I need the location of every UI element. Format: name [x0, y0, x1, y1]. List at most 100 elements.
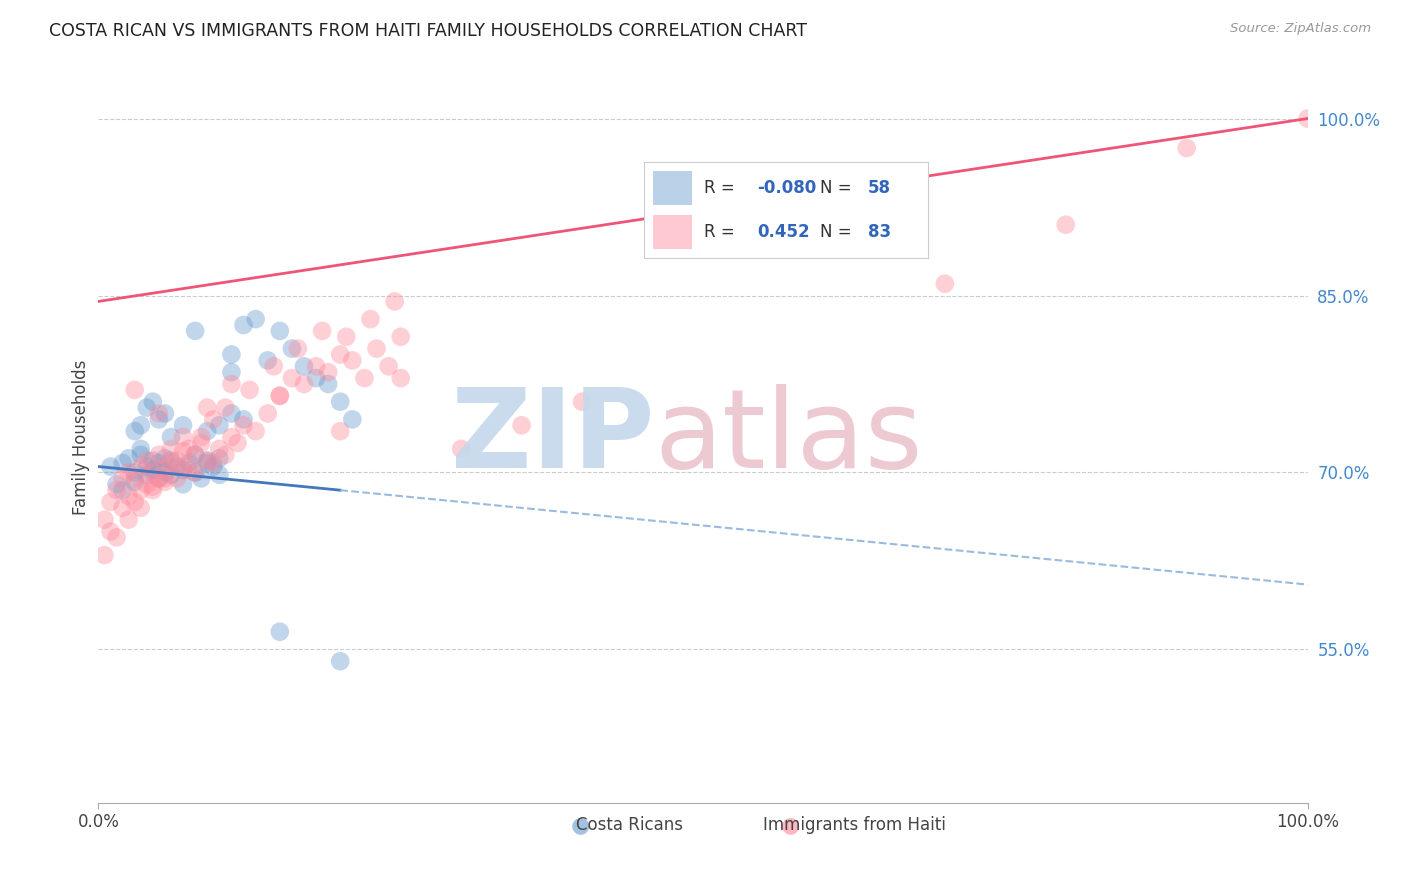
Point [245, 424, 267, 438]
Point [148, 412, 170, 426]
Point [111, 471, 134, 485]
Text: -0.080: -0.080 [758, 179, 817, 197]
Point [389, 330, 412, 344]
Point [172, 444, 194, 458]
Point [153, 471, 176, 485]
Point [160, 430, 183, 444]
Point [450, 442, 472, 456]
Point [135, 401, 157, 415]
Point [124, 466, 146, 480]
Point [256, 353, 278, 368]
Point [208, 418, 231, 433]
Text: Source: ZipAtlas.com: Source: ZipAtlas.com [1230, 22, 1371, 36]
Point [148, 407, 170, 421]
Text: Costa Ricans: Costa Ricans [575, 816, 683, 834]
Point [129, 442, 152, 456]
Point [195, 453, 218, 467]
Point [232, 318, 254, 332]
Text: 0.452: 0.452 [758, 223, 810, 241]
Point [329, 394, 352, 409]
Point [256, 407, 278, 421]
Point [179, 442, 201, 456]
Point [135, 467, 157, 482]
Point [287, 342, 309, 356]
Point [305, 359, 328, 374]
Point [360, 312, 382, 326]
Point [153, 451, 176, 466]
Point [105, 530, 128, 544]
Point [179, 463, 201, 477]
Text: 58: 58 [868, 179, 891, 197]
Point [1296, 112, 1319, 126]
Point [269, 324, 291, 338]
Text: ●: ● [571, 815, 589, 835]
Point [221, 430, 243, 444]
Point [311, 324, 333, 338]
Point [93, 548, 115, 562]
Point [153, 459, 176, 474]
Point [166, 471, 188, 485]
Point [934, 277, 956, 291]
Point [160, 467, 183, 482]
Point [292, 359, 315, 374]
Point [281, 371, 304, 385]
Point [160, 456, 183, 470]
Point [190, 430, 212, 444]
Point [281, 342, 304, 356]
Point [142, 453, 165, 467]
Text: atlas: atlas [655, 384, 924, 491]
Point [184, 448, 207, 462]
Point [184, 466, 207, 480]
Point [195, 401, 218, 415]
Point [135, 453, 157, 467]
Point [148, 456, 170, 470]
Point [105, 477, 128, 491]
Point [316, 365, 339, 379]
Point [153, 407, 176, 421]
Point [232, 412, 254, 426]
Point [105, 483, 128, 498]
Text: ZIP: ZIP [451, 384, 655, 491]
Point [221, 376, 243, 391]
Point [202, 412, 225, 426]
Point [510, 418, 533, 433]
FancyBboxPatch shape [652, 215, 693, 250]
Point [384, 294, 406, 309]
Point [100, 495, 122, 509]
Point [172, 430, 194, 444]
Text: Immigrants from Haiti: Immigrants from Haiti [762, 816, 946, 834]
Y-axis label: Family Households: Family Households [72, 359, 90, 515]
Point [239, 383, 262, 397]
Point [166, 459, 188, 474]
Point [153, 475, 176, 489]
Point [208, 442, 231, 456]
Point [571, 394, 593, 409]
Point [208, 467, 231, 482]
Point [221, 365, 243, 379]
Point [366, 342, 388, 356]
Point [245, 312, 267, 326]
Text: N =: N = [820, 223, 856, 241]
Point [389, 371, 412, 385]
Point [335, 330, 357, 344]
Point [148, 448, 170, 462]
Point [214, 401, 236, 415]
Text: ●: ● [782, 815, 800, 835]
Point [269, 389, 291, 403]
Point [1054, 218, 1077, 232]
Point [329, 424, 352, 438]
Point [160, 442, 183, 456]
Point [316, 376, 339, 391]
Point [172, 477, 194, 491]
Point [269, 624, 291, 639]
Point [100, 459, 122, 474]
Point [124, 383, 146, 397]
Point [111, 456, 134, 470]
Point [142, 466, 165, 480]
Point [100, 524, 122, 539]
Point [172, 463, 194, 477]
Point [135, 477, 157, 491]
Point [111, 483, 134, 498]
Point [135, 459, 157, 474]
Point [221, 407, 243, 421]
